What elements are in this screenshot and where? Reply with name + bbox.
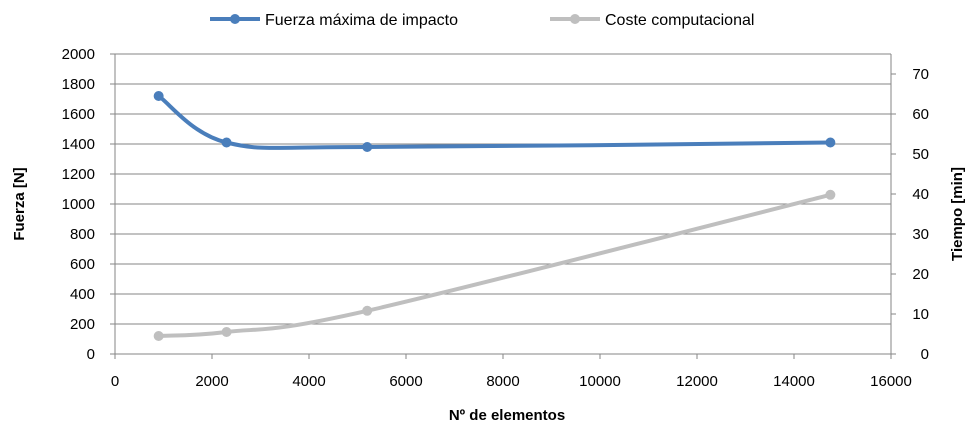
y-tick-label: 600	[70, 256, 95, 273]
y2-tick-label: 40	[912, 186, 929, 203]
data-point	[221, 137, 232, 148]
x-tick-label: 12000	[676, 373, 718, 390]
y2-tick-label: 20	[912, 266, 929, 283]
y-tick-label: 400	[70, 286, 95, 303]
y-tick-label: 2000	[62, 46, 95, 63]
y-tick-label: 1200	[62, 166, 95, 183]
series-points	[153, 91, 836, 341]
data-point	[153, 91, 164, 101]
x-tick-label: 2000	[195, 373, 228, 390]
y2-tick-label: 30	[912, 226, 929, 243]
data-point	[221, 327, 232, 337]
x-tick-label: 4000	[292, 373, 325, 390]
gridlines	[115, 53, 891, 325]
legend-marker	[230, 14, 240, 24]
y-tick-label: 1400	[62, 136, 95, 153]
y-tick-label: 1800	[62, 76, 95, 93]
y-tick-label: 800	[70, 226, 95, 243]
series-lines	[156, 94, 833, 338]
y2-axis-title: Tiempo [min]	[949, 167, 966, 261]
y2-axis-ticks: 0 10 20 30 40 50 60 70	[891, 66, 929, 363]
y-tick-label: 200	[70, 316, 95, 333]
x-axis-ticks: 0 2000 4000 6000 8000 10000 12000 14000 16000	[111, 354, 912, 390]
x-tick-label: 6000	[389, 373, 422, 390]
y-axis-title: Fuerza [N]	[11, 167, 28, 240]
y2-tick-label: 70	[912, 66, 929, 83]
y-tick-label: 1600	[62, 106, 95, 123]
legend: Fuerza máxima de impacto Coste computacio…	[210, 12, 754, 29]
series-line-1	[156, 94, 833, 150]
data-point	[362, 142, 373, 152]
y2-tick-label: 60	[912, 106, 929, 123]
data-point	[825, 137, 836, 148]
y-axis-ticks: 0 200 400 600 800 1000 1200 1400 1600 1800 2000	[62, 46, 115, 363]
legend-label: Fuerza máxima de impacto	[265, 12, 458, 29]
x-tick-label: 0	[111, 373, 119, 390]
legend-label: Coste computacional	[605, 12, 754, 29]
y2-tick-label: 10	[912, 306, 929, 323]
data-point	[153, 331, 164, 341]
x-tick-label: 10000	[579, 373, 621, 390]
y-tick-label: 1000	[62, 196, 95, 213]
data-point	[362, 305, 373, 316]
legend-marker	[570, 14, 580, 24]
x-tick-label: 8000	[486, 373, 519, 390]
x-tick-label: 16000	[870, 373, 912, 390]
y2-tick-label: 0	[921, 346, 929, 363]
x-tick-label: 14000	[773, 373, 815, 390]
y-tick-label: 0	[87, 346, 95, 363]
x-axis-title: Nº de elementos	[449, 407, 565, 424]
series-line-2	[156, 192, 833, 338]
data-point	[825, 189, 836, 200]
y2-tick-label: 50	[912, 146, 929, 163]
